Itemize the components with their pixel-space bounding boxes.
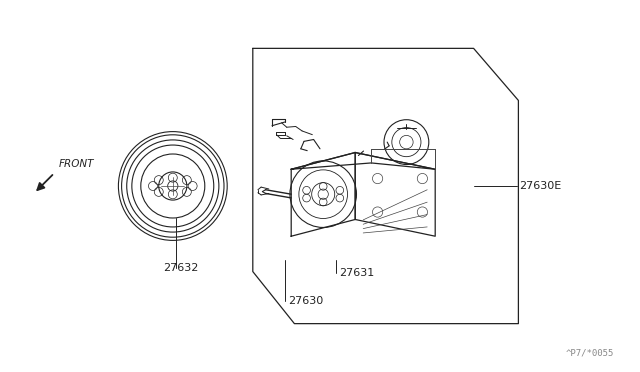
Text: ^P7/*0055: ^P7/*0055 xyxy=(566,348,614,357)
Text: 27631: 27631 xyxy=(339,269,374,278)
Text: 27630: 27630 xyxy=(288,296,323,306)
Text: FRONT: FRONT xyxy=(58,159,94,169)
Text: 27630E: 27630E xyxy=(519,181,561,191)
Text: 27632: 27632 xyxy=(163,263,198,273)
